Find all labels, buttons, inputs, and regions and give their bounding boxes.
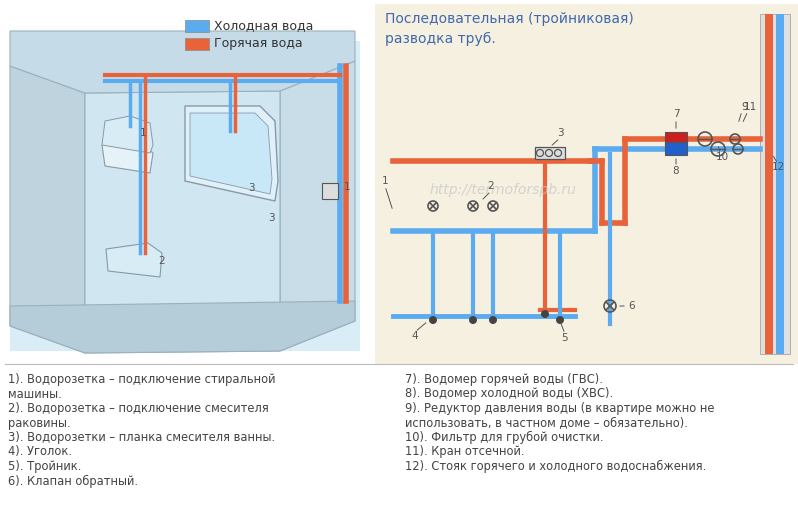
Polygon shape [280, 61, 355, 351]
Polygon shape [10, 301, 355, 353]
Circle shape [429, 316, 437, 324]
Text: 3: 3 [248, 183, 255, 193]
Text: 6: 6 [629, 301, 635, 311]
Text: 1: 1 [344, 182, 350, 192]
Polygon shape [10, 66, 85, 353]
Text: 5: 5 [562, 333, 568, 343]
Text: Последовательная (тройниковая)
разводка труб.: Последовательная (тройниковая) разводка … [385, 12, 634, 46]
Circle shape [489, 316, 497, 324]
Bar [535, 147, 565, 159]
Bar [375, 4, 798, 364]
Bar [10, 41, 360, 351]
Bar [760, 14, 790, 354]
Text: 3: 3 [268, 213, 275, 223]
Text: 5). Тройник.: 5). Тройник. [8, 460, 81, 473]
Text: машины.: машины. [8, 388, 61, 401]
Text: 4). Уголок.: 4). Уголок. [8, 445, 72, 458]
Circle shape [469, 316, 477, 324]
Text: 11). Кран отсечной.: 11). Кран отсечной. [405, 445, 524, 458]
Text: 7: 7 [673, 109, 679, 119]
Polygon shape [190, 113, 272, 194]
Text: 2: 2 [488, 181, 494, 191]
Text: использовать, в частном доме – обязательно).: использовать, в частном доме – обязатель… [405, 416, 688, 429]
Text: 10). Фильтр для грубой очистки.: 10). Фильтр для грубой очистки. [405, 431, 603, 444]
Text: 7). Водомер горячей воды (ГВС).: 7). Водомер горячей воды (ГВС). [405, 373, 602, 386]
Text: 9: 9 [741, 102, 749, 112]
Polygon shape [102, 139, 153, 173]
Text: Холодная вода: Холодная вода [214, 19, 314, 32]
Text: 8: 8 [673, 166, 679, 176]
Text: 10: 10 [716, 152, 729, 162]
Polygon shape [106, 243, 162, 277]
Bar [776, 14, 784, 354]
Text: 12). Стояк горячего и холодного водоснабжения.: 12). Стояк горячего и холодного водоснаб… [405, 460, 706, 473]
Text: 3: 3 [557, 128, 563, 138]
Text: 6). Клапан обратный.: 6). Клапан обратный. [8, 475, 138, 488]
Bar [185, 20, 209, 32]
Text: http://termoforspb.ru: http://termoforspb.ru [430, 183, 577, 197]
Bar [665, 142, 687, 155]
Text: 1: 1 [140, 128, 147, 138]
Text: 2). Водорозетка – подключение смесителя: 2). Водорозетка – подключение смесителя [8, 402, 269, 415]
Bar [322, 183, 338, 199]
Polygon shape [85, 91, 280, 353]
Polygon shape [185, 106, 278, 201]
Bar [765, 14, 773, 354]
Text: 1: 1 [381, 176, 389, 186]
Circle shape [541, 310, 549, 318]
Text: 4: 4 [412, 331, 418, 341]
Bar [665, 132, 687, 145]
Bar [185, 38, 209, 50]
Text: 11: 11 [744, 102, 757, 112]
Circle shape [556, 316, 564, 324]
Text: 9). Редуктор давления воды (в квартире можно не: 9). Редуктор давления воды (в квартире м… [405, 402, 714, 415]
Text: 8). Водомер холодной воды (ХВС).: 8). Водомер холодной воды (ХВС). [405, 388, 613, 401]
Polygon shape [102, 116, 153, 153]
Text: раковины.: раковины. [8, 416, 71, 429]
Polygon shape [10, 31, 355, 93]
Text: 3). Водорозетки – планка смесителя ванны.: 3). Водорозетки – планка смесителя ванны… [8, 431, 275, 444]
Text: 12: 12 [772, 162, 784, 172]
Text: 2: 2 [158, 256, 164, 266]
Bar [0, 0, 370, 364]
Text: Горячая вода: Горячая вода [214, 38, 302, 51]
Text: 1). Водорозетка – подключение стиральной: 1). Водорозетка – подключение стиральной [8, 373, 275, 386]
